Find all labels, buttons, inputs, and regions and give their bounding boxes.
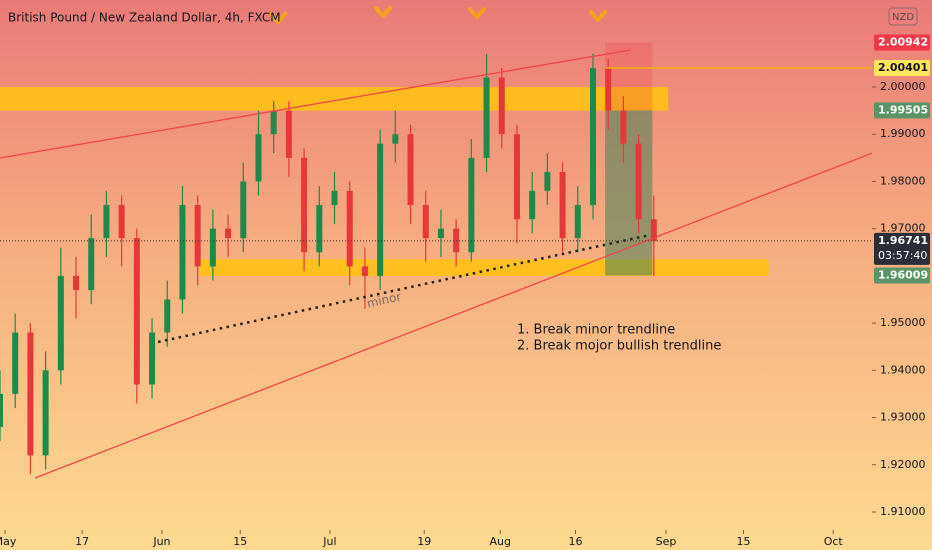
currency-box: [888, 7, 918, 26]
last-price: 1.96741: [878, 234, 928, 247]
countdown: 03:57:40: [878, 249, 927, 262]
x-tick-label: Oct: [824, 535, 844, 548]
candle-body: [133, 238, 140, 385]
candle-body: [392, 134, 399, 144]
last-price-badge: [874, 232, 930, 265]
note: 1. Break minor trendline: [517, 323, 675, 338]
chart-title: British Pound / New Zealand Dollar, 4h, …: [8, 11, 281, 25]
y-tick-label: 1.93000: [880, 411, 926, 424]
candle-body: [377, 143, 384, 276]
y-tick-label: 1.91000: [880, 505, 926, 518]
candle-body: [331, 190, 338, 206]
zone: [199, 259, 769, 276]
trendline: [0, 49, 631, 159]
price-badge: [874, 267, 930, 284]
candle-body: [285, 110, 292, 158]
plot-area: minor: [0, 42, 872, 479]
y-tick-label: 1.94000: [880, 363, 926, 376]
trendline: [34, 152, 872, 479]
candle-body: [346, 190, 353, 267]
candle-body: [529, 190, 536, 220]
price-badge-label: 1.99505: [878, 103, 928, 116]
candle-body: [42, 370, 49, 456]
candle-body: [483, 77, 490, 158]
x-tick-label: 17: [75, 535, 89, 548]
chevron: [374, 6, 392, 18]
y-tick-label: 1.98000: [880, 174, 926, 187]
candle-body: [361, 266, 368, 276]
chevron: [589, 10, 607, 22]
candle-body: [270, 110, 277, 135]
price-badge-label: 2.00401: [878, 61, 928, 74]
candle-body: [194, 205, 201, 267]
candle-body: [407, 134, 414, 206]
chevrons: [269, 6, 607, 24]
candle-body: [73, 275, 80, 291]
candle-body: [316, 205, 323, 253]
candle-body: [620, 110, 627, 144]
candle-body: [0, 393, 3, 427]
candle-body: [118, 205, 125, 239]
zone: [605, 110, 653, 276]
candle-body: [589, 68, 596, 206]
candle-body: [559, 171, 566, 239]
candle-body: [57, 275, 64, 371]
x-tick-label: 19: [417, 535, 431, 548]
candle-body: [225, 228, 232, 239]
candle-body: [544, 171, 551, 191]
note: 2. Break mojor bullish trendline: [517, 339, 721, 354]
y-tick-label: 1.97000: [880, 222, 926, 235]
zone: [605, 42, 653, 111]
x-tick-label: Aug: [489, 535, 510, 548]
price-axis: 1.91000 1.92000 1.93000 1.94000 1.95000 1.970…: [872, 34, 930, 518]
price-badge: [874, 60, 930, 77]
candle-body: [635, 143, 642, 220]
x-tick-label: May: [0, 535, 17, 548]
candle-body: [179, 205, 186, 300]
candle-body: [103, 205, 110, 239]
candle-body: [650, 219, 657, 241]
candle-body: [149, 332, 156, 385]
candle-body: [574, 205, 581, 239]
candle-body: [498, 77, 505, 135]
x-tick-label: 15: [233, 535, 247, 548]
chevron: [269, 12, 287, 24]
x-tick-label: Sep: [656, 535, 677, 548]
candle-body: [437, 228, 444, 239]
price-badge: [874, 34, 930, 51]
y-tick-label: 2.00000: [880, 80, 926, 93]
candle-body: [240, 181, 247, 239]
x-tick-label: 15: [737, 535, 751, 548]
candle-body: [27, 332, 34, 456]
x-tick-label: Jun: [152, 535, 170, 548]
candle-body: [301, 157, 308, 253]
price-badge-label: 1.96009: [878, 268, 928, 281]
price-badge: [874, 102, 930, 119]
candle-body: [255, 134, 262, 182]
chevron: [468, 7, 486, 19]
candle-body: [209, 228, 216, 267]
candle-body: [468, 157, 475, 253]
y-tick-label: 1.99000: [880, 127, 926, 140]
candle-body: [12, 332, 19, 394]
candle-body: [422, 205, 429, 239]
candle-body: [164, 299, 171, 333]
zone: [0, 86, 669, 111]
y-tick-label: 1.92000: [880, 458, 926, 471]
candle-body: [513, 134, 520, 220]
x-tick-label: 16: [569, 535, 583, 548]
y-tick-label: 1.95000: [880, 316, 926, 329]
candle-body: [88, 238, 95, 291]
currency: NZD: [892, 12, 914, 23]
price-badge-label: 2.00942: [878, 36, 928, 49]
x-tick-label: Jul: [322, 535, 336, 548]
candle-body: [605, 68, 612, 111]
